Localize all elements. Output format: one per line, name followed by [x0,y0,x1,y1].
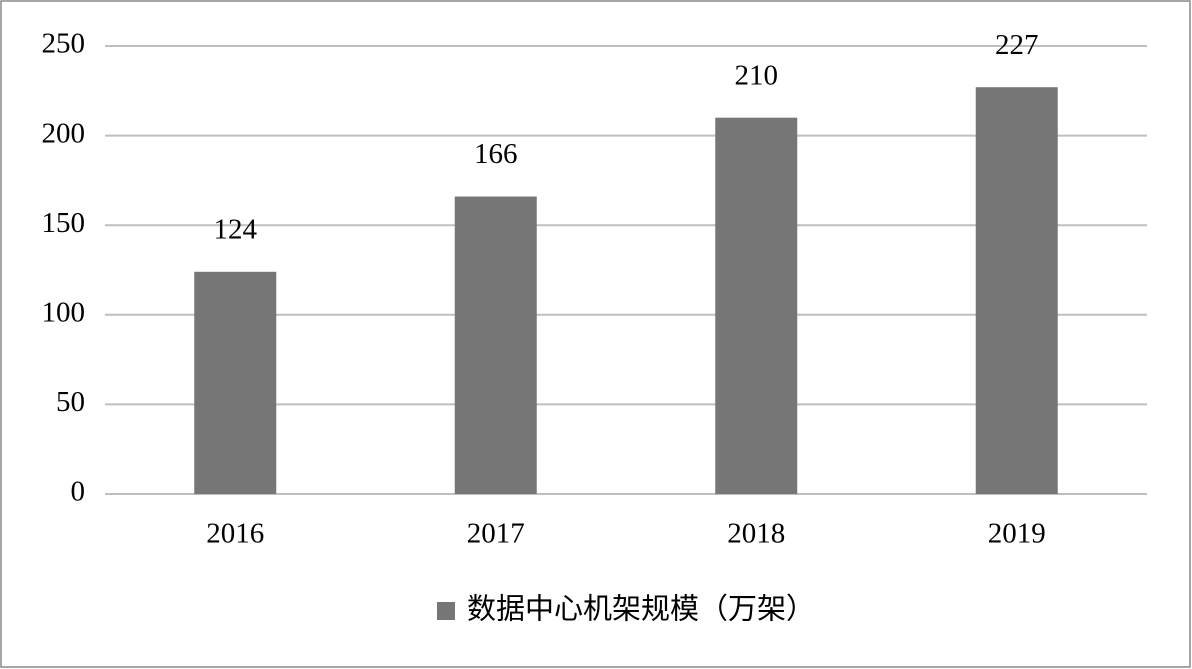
x-tick-label: 2017 [467,518,525,550]
bar [194,271,277,494]
x-tick-label: 2018 [727,518,785,550]
data-label: 210 [735,59,779,91]
legend-label: 数据中心机架规模（万架） [467,593,815,626]
legend-swatch [436,602,455,620]
bar [715,117,798,495]
y-tick-label: 50 [56,386,85,418]
x-tick-label: 2016 [206,518,264,550]
y-tick-label: 150 [42,207,86,239]
x-tick-label: 2019 [988,518,1046,550]
y-tick-label: 100 [42,296,86,328]
data-label: 227 [995,29,1039,61]
y-tick-label: 0 [71,476,86,508]
y-tick-label: 250 [42,28,86,60]
bar [454,196,537,494]
bar [975,87,1058,494]
y-tick-label: 200 [42,117,86,149]
data-label: 166 [474,138,518,170]
data-label: 124 [214,213,258,245]
